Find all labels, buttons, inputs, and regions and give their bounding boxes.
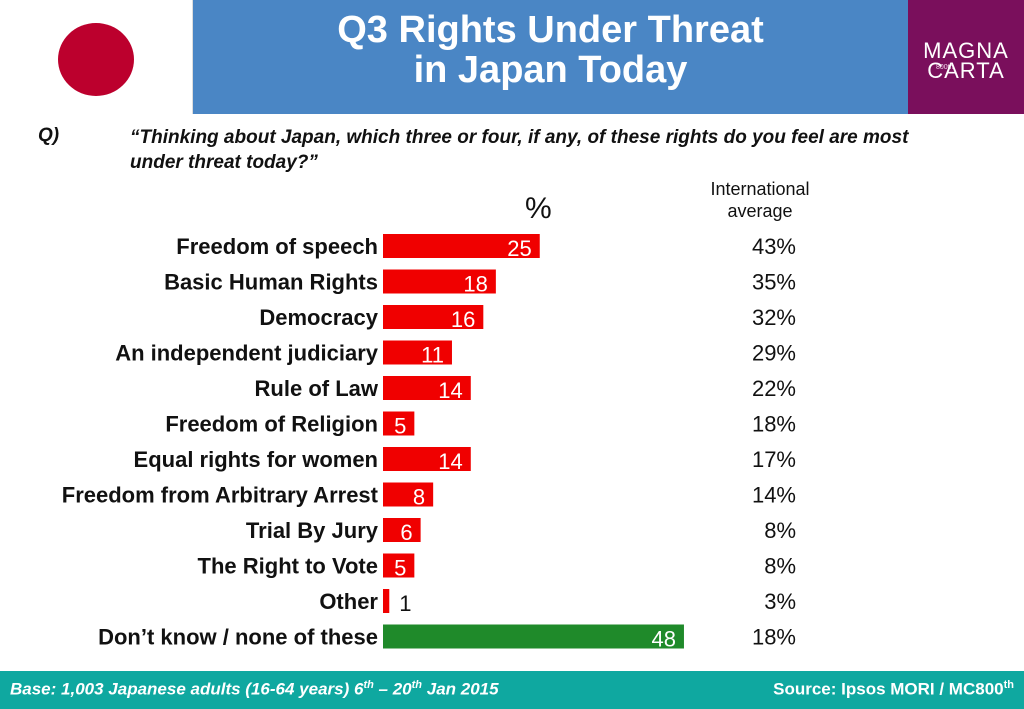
- question-label: Q): [38, 125, 60, 146]
- base-mid: – 20: [373, 679, 412, 699]
- bar-chart: Freedom of speech 25 43% Basic Human Rights…: [62, 234, 796, 652]
- value-label: 1: [399, 591, 411, 616]
- category-label: An independent judiciary: [115, 341, 379, 366]
- value-label: 5: [394, 414, 406, 439]
- value-label: 25: [507, 236, 531, 261]
- category-label: Other: [319, 589, 378, 614]
- international-average-value: 8%: [764, 518, 796, 543]
- bar: [383, 624, 684, 649]
- bar: [383, 553, 415, 578]
- category-label: Trial By Jury: [246, 518, 379, 543]
- base-sup-2: th: [411, 679, 423, 691]
- value-label: 11: [421, 343, 444, 368]
- international-average-value: 43%: [752, 234, 796, 259]
- page-title: Q3 Rights Under Threat in Japan Today: [193, 10, 908, 90]
- logo-small-text: 800th: [936, 64, 954, 71]
- bar: [383, 340, 452, 365]
- category-label: Freedom of Religion: [165, 412, 378, 437]
- bar: [383, 269, 496, 294]
- bar: [383, 447, 471, 471]
- footer-band: [0, 671, 1024, 709]
- international-average-value: 32%: [752, 305, 796, 330]
- category-label: Don’t know / none of these: [98, 625, 378, 650]
- japan-flag: [0, 0, 193, 114]
- international-average-value: 18%: [752, 412, 796, 437]
- bar: [383, 518, 421, 542]
- logo-line-1: MAGNA: [923, 38, 1009, 63]
- category-label: Equal rights for women: [134, 447, 378, 472]
- magna-carta-logo: MAGNA 800th CARTA: [908, 0, 1024, 114]
- bar: [383, 234, 540, 258]
- international-average-value: 8%: [764, 554, 796, 579]
- bar: [383, 482, 434, 507]
- source-prefix: Source: Ipsos MORI / MC800: [773, 679, 1004, 699]
- logo-line-2: CARTA: [927, 58, 1005, 83]
- base-sup-1: th: [363, 679, 374, 691]
- title-line-1: Q3 Rights Under Threat: [337, 9, 764, 51]
- international-average-value: 14%: [752, 483, 796, 508]
- category-label: Rule of Law: [255, 376, 379, 401]
- title-band: Q3 Rights Under Threat in Japan Today: [193, 0, 908, 114]
- category-label: Basic Human Rights: [164, 270, 378, 295]
- flag-sun-disc: [58, 23, 134, 96]
- value-label: 8: [413, 485, 425, 510]
- category-label: Democracy: [259, 305, 378, 330]
- category-label: The Right to Vote: [198, 554, 378, 579]
- question-text: “Thinking about Japan, which three or fo…: [130, 127, 909, 173]
- source-sup: th: [1003, 679, 1014, 691]
- value-label: 14: [438, 378, 462, 403]
- bar: [383, 411, 415, 436]
- international-average-value: 3%: [764, 589, 796, 614]
- international-average-value: 17%: [752, 447, 796, 472]
- international-average-value: 35%: [752, 270, 796, 295]
- value-label: 18: [463, 272, 487, 297]
- value-label: 48: [651, 627, 675, 652]
- category-label: Freedom of speech: [176, 234, 378, 259]
- bar: [383, 305, 484, 329]
- international-average-value: 29%: [752, 341, 796, 366]
- international-average-header: International average: [710, 179, 810, 221]
- category-label: Freedom from Arbitrary Arrest: [62, 483, 379, 508]
- value-label: 6: [400, 520, 412, 545]
- value-label: 14: [438, 449, 462, 474]
- value-label: 16: [451, 307, 475, 332]
- international-average-value: 22%: [752, 376, 796, 401]
- base-prefix: Base: 1,003 Japanese adults (16-64 years…: [10, 679, 364, 699]
- base-suffix: Jan 2015: [422, 679, 499, 699]
- bar: [383, 376, 471, 400]
- base-note: Base: 1,003 Japanese adults (16-64 years…: [10, 679, 499, 700]
- percent-column-header: %: [525, 192, 552, 225]
- source-note: Source: Ipsos MORI / MC800th: [773, 679, 1014, 700]
- title-line-2: in Japan Today: [413, 49, 688, 91]
- international-average-value: 18%: [752, 625, 796, 650]
- value-label: 5: [394, 556, 406, 581]
- bar: [383, 589, 390, 613]
